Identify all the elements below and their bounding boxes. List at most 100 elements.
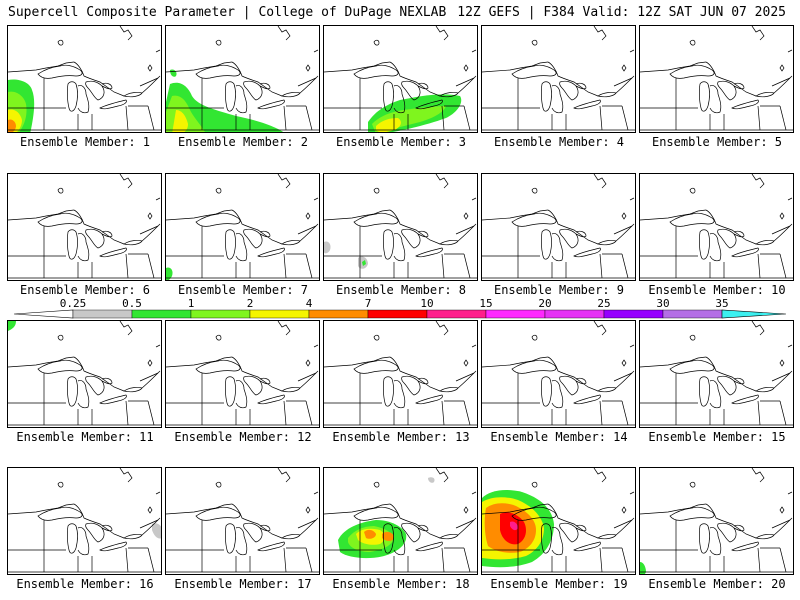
map-boundary bbox=[463, 212, 469, 220]
colorbar-tick-label: 7 bbox=[365, 297, 372, 310]
map-boundary bbox=[640, 356, 707, 368]
map-boundary bbox=[757, 253, 761, 279]
base-map bbox=[166, 321, 319, 426]
map-boundary bbox=[85, 375, 105, 396]
scp-contour-fill bbox=[170, 69, 177, 77]
map-boundary bbox=[698, 81, 710, 112]
map-boundary bbox=[787, 197, 793, 201]
map-boundary bbox=[324, 356, 391, 368]
colorbar-segment bbox=[544, 309, 605, 319]
map-boundary bbox=[147, 400, 155, 426]
map-boundary bbox=[324, 61, 391, 73]
map-boundary bbox=[277, 468, 291, 483]
map-boundary bbox=[593, 174, 607, 189]
member-label: Ensemble Member: 8 bbox=[335, 283, 467, 297]
map-boundary bbox=[547, 356, 599, 392]
map-boundary bbox=[640, 61, 707, 73]
map-boundary bbox=[755, 534, 775, 540]
map-boundary bbox=[401, 375, 421, 396]
map-boundary bbox=[597, 534, 617, 540]
map-boundary bbox=[297, 77, 317, 87]
map-boundary bbox=[757, 400, 761, 426]
map-boundary bbox=[417, 230, 429, 238]
map-boundary bbox=[731, 99, 759, 110]
map-boundary bbox=[640, 503, 707, 515]
map-boundary bbox=[482, 356, 549, 368]
map-boundary bbox=[166, 209, 233, 221]
map-boundary bbox=[37, 506, 83, 521]
map-boundary bbox=[99, 99, 127, 110]
map-boundary bbox=[771, 372, 791, 382]
member-label: Ensemble Member: 6 bbox=[19, 283, 151, 297]
map-boundary bbox=[621, 359, 627, 367]
colorbar-segment bbox=[426, 309, 487, 319]
map-boundary bbox=[305, 506, 311, 514]
member-label: Ensemble Member: 1 bbox=[19, 135, 151, 149]
map-boundary bbox=[155, 197, 161, 201]
map-boundary bbox=[215, 39, 222, 46]
ensemble-member-map-20 bbox=[639, 467, 794, 575]
ensemble-member-map-17 bbox=[165, 467, 320, 575]
colorbar-segment bbox=[14, 309, 74, 319]
map-boundary bbox=[779, 253, 787, 279]
map-boundary bbox=[382, 81, 394, 112]
map-boundary bbox=[155, 49, 161, 53]
map-boundary bbox=[313, 49, 319, 53]
map-boundary bbox=[731, 247, 759, 258]
map-boundary bbox=[669, 506, 715, 521]
map-boundary bbox=[531, 39, 538, 46]
ensemble-member-map-2 bbox=[165, 25, 320, 133]
map-boundary bbox=[257, 247, 285, 258]
map-boundary bbox=[259, 82, 271, 90]
base-map bbox=[482, 26, 635, 131]
map-boundary bbox=[705, 209, 757, 245]
map-boundary bbox=[281, 240, 301, 246]
map-boundary bbox=[147, 105, 155, 131]
member-label: Ensemble Member: 3 bbox=[335, 135, 467, 149]
colorbar-tick-label: 30 bbox=[656, 297, 669, 310]
colorbar-segment bbox=[367, 309, 428, 319]
map-boundary bbox=[73, 61, 125, 97]
map-boundary bbox=[147, 547, 155, 573]
map-boundary bbox=[669, 64, 715, 79]
member-label: Ensemble Member: 2 bbox=[177, 135, 309, 149]
map-boundary bbox=[463, 506, 469, 514]
map-boundary bbox=[195, 212, 241, 227]
map-boundary bbox=[547, 503, 599, 539]
scp-contour-fill bbox=[172, 110, 188, 132]
map-boundary bbox=[37, 212, 83, 227]
map-boundary bbox=[37, 64, 83, 79]
map-boundary bbox=[155, 491, 161, 495]
map-boundary bbox=[353, 64, 399, 79]
colorbar-tick-label: 0.25 bbox=[60, 297, 87, 310]
map-boundary bbox=[243, 228, 263, 249]
map-boundary bbox=[779, 212, 785, 220]
map-boundary bbox=[66, 376, 78, 407]
map-boundary bbox=[125, 105, 129, 131]
base-map bbox=[640, 26, 793, 131]
map-boundary bbox=[457, 370, 477, 389]
map-boundary bbox=[540, 81, 552, 112]
ensemble-member-map-19 bbox=[481, 467, 636, 575]
map-boundary bbox=[531, 187, 538, 194]
map-boundary bbox=[313, 344, 319, 348]
map-boundary bbox=[709, 85, 722, 114]
map-boundary bbox=[689, 481, 696, 488]
map-boundary bbox=[8, 356, 75, 368]
map-boundary bbox=[324, 209, 391, 221]
map-boundary bbox=[147, 359, 153, 367]
map-boundary bbox=[141, 75, 161, 94]
map-boundary bbox=[85, 522, 105, 543]
map-boundary bbox=[573, 99, 601, 110]
ensemble-member-map-10 bbox=[639, 173, 794, 281]
map-boundary bbox=[393, 85, 406, 114]
member-label: Ensemble Member: 10 bbox=[648, 283, 786, 297]
base-map bbox=[482, 174, 635, 279]
map-boundary bbox=[147, 64, 153, 72]
map-boundary bbox=[621, 506, 627, 514]
map-boundary bbox=[773, 75, 793, 94]
map-boundary bbox=[224, 81, 236, 112]
map-boundary bbox=[231, 61, 283, 97]
map-boundary bbox=[101, 377, 113, 385]
map-boundary bbox=[139, 519, 159, 529]
